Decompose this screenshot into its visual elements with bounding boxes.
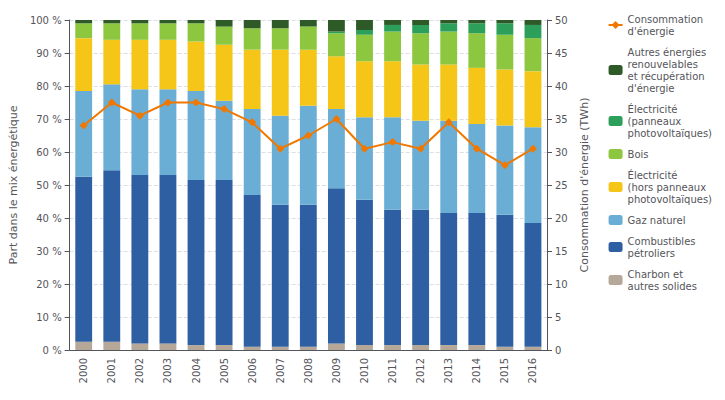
svg-text:Part dans le mix énergétique: Part dans le mix énergétique (7, 105, 20, 264)
svg-text:70 %: 70 % (36, 114, 61, 125)
svg-text:2001: 2001 (106, 358, 117, 383)
svg-text:25: 25 (555, 180, 568, 191)
svg-text:2013: 2013 (443, 358, 454, 383)
svg-text:2000: 2000 (78, 358, 89, 383)
svg-text:45: 45 (555, 48, 568, 59)
svg-text:2015: 2015 (499, 358, 510, 383)
svg-text:2005: 2005 (219, 358, 230, 383)
svg-text:d'énergie: d'énergie (628, 26, 675, 37)
svg-text:2010: 2010 (359, 358, 370, 383)
svg-text:Charbon et: Charbon et (628, 269, 684, 280)
svg-text:(panneaux: (panneaux (628, 116, 682, 127)
svg-text:40: 40 (555, 81, 568, 92)
svg-text:Bois: Bois (628, 149, 649, 160)
svg-text:Consommation d'énergie (TWh): Consommation d'énergie (TWh) (578, 98, 591, 273)
svg-text:40 %: 40 % (36, 213, 61, 224)
svg-text:2007: 2007 (275, 358, 286, 383)
svg-text:Combustibles: Combustibles (628, 236, 696, 247)
svg-text:Gaz naturel: Gaz naturel (628, 215, 686, 226)
svg-text:80 %: 80 % (36, 81, 61, 92)
svg-text:0: 0 (555, 345, 561, 356)
svg-text:10: 10 (555, 279, 568, 290)
svg-text:0 %: 0 % (43, 345, 62, 356)
svg-text:2009: 2009 (331, 358, 342, 383)
svg-text:60 %: 60 % (36, 147, 61, 158)
svg-text:30: 30 (555, 147, 568, 158)
svg-text:100 %: 100 % (30, 15, 62, 26)
svg-text:50: 50 (555, 15, 568, 26)
svg-text:90 %: 90 % (36, 48, 61, 59)
svg-text:2011: 2011 (387, 358, 398, 383)
svg-text:2003: 2003 (162, 358, 173, 383)
svg-text:35: 35 (555, 114, 568, 125)
svg-text:et récupération: et récupération (628, 71, 705, 82)
svg-text:2014: 2014 (471, 358, 482, 383)
svg-text:pétroliers: pétroliers (628, 248, 675, 259)
svg-text:Électricité: Électricité (628, 169, 678, 181)
svg-text:10 %: 10 % (36, 312, 61, 323)
svg-text:autres solides: autres solides (628, 281, 697, 292)
svg-text:(hors panneaux: (hors panneaux (628, 182, 707, 193)
svg-text:photovoltaïques): photovoltaïques) (628, 128, 713, 139)
svg-text:50 %: 50 % (36, 180, 61, 191)
svg-text:5: 5 (555, 312, 561, 323)
svg-text:20: 20 (555, 213, 568, 224)
svg-text:2012: 2012 (415, 358, 426, 383)
svg-text:15: 15 (555, 246, 568, 257)
svg-text:2006: 2006 (247, 358, 258, 383)
svg-text:2002: 2002 (134, 358, 145, 383)
svg-text:20 %: 20 % (36, 279, 61, 290)
svg-text:2008: 2008 (303, 358, 314, 383)
svg-text:d'énergie: d'énergie (628, 83, 675, 94)
svg-text:Autres énergies: Autres énergies (628, 47, 707, 58)
svg-text:renouvelables: renouvelables (628, 59, 698, 70)
svg-text:2004: 2004 (191, 358, 202, 383)
svg-text:Consommation: Consommation (628, 14, 704, 25)
svg-text:photovoltaïques): photovoltaïques) (628, 194, 713, 205)
svg-text:Électricité: Électricité (628, 103, 678, 115)
svg-text:30 %: 30 % (36, 246, 61, 257)
svg-text:2016: 2016 (527, 358, 538, 383)
